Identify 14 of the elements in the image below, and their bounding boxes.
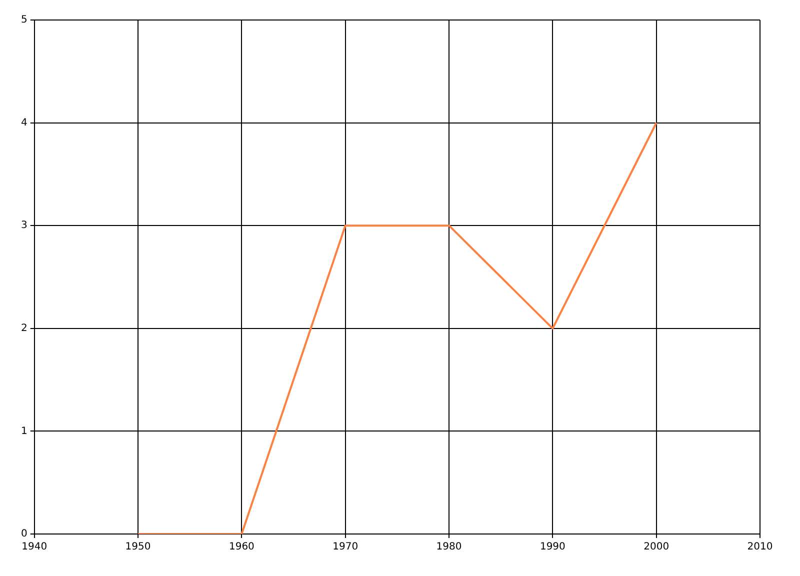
x-tick-label: 1980: [436, 542, 462, 553]
y-tick-label: 4: [20, 117, 28, 128]
x-tick-label: 2010: [747, 542, 773, 553]
x-tick-label: 1990: [540, 542, 566, 553]
x-tick-label: 1950: [125, 542, 151, 553]
x-tick-label: 1970: [332, 542, 358, 553]
y-tick-label: 5: [20, 14, 28, 26]
y-tick-label: 1: [20, 426, 28, 437]
y-tick-label: 3: [20, 220, 28, 232]
x-tick-label: 1960: [228, 542, 254, 553]
x-tick-label: 1940: [22, 542, 48, 553]
x-tick-label: 2000: [644, 542, 670, 553]
y-tick-label: 0: [20, 528, 28, 540]
y-tick-label: 2: [20, 322, 28, 334]
